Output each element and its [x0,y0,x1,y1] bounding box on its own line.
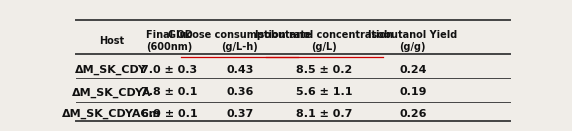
Text: 8.1 ± 0.7: 8.1 ± 0.7 [296,109,352,119]
Text: ΔM_SK_CDYACm: ΔM_SK_CDYACm [62,108,161,119]
Text: 6.9 ± 0.1: 6.9 ± 0.1 [141,109,197,119]
Text: 0.37: 0.37 [227,109,253,119]
Text: ΔM_SK_CDY: ΔM_SK_CDY [76,65,148,75]
Text: 7.8 ± 0.1: 7.8 ± 0.1 [141,87,197,97]
Text: Isobutanol Yield
(g/g): Isobutanol Yield (g/g) [368,30,458,52]
Text: Glucose consumption rate
(g/L-h): Glucose consumption rate (g/L-h) [168,30,312,52]
Text: Host: Host [99,36,124,46]
Text: ΔM_SK_CDYA: ΔM_SK_CDYA [72,87,151,97]
Text: 5.6 ± 1.1: 5.6 ± 1.1 [296,87,352,97]
Text: 7.0 ± 0.3: 7.0 ± 0.3 [141,65,197,75]
Text: 0.24: 0.24 [399,65,427,75]
Text: 0.19: 0.19 [399,87,427,97]
Text: 0.36: 0.36 [227,87,253,97]
Text: Isobutanol concentration
(g/L): Isobutanol concentration (g/L) [255,30,393,52]
Text: 0.26: 0.26 [399,109,427,119]
Text: 8.5 ± 0.2: 8.5 ± 0.2 [296,65,352,75]
Text: Final OD
(600nm): Final OD (600nm) [146,30,192,52]
Text: 0.43: 0.43 [227,65,253,75]
